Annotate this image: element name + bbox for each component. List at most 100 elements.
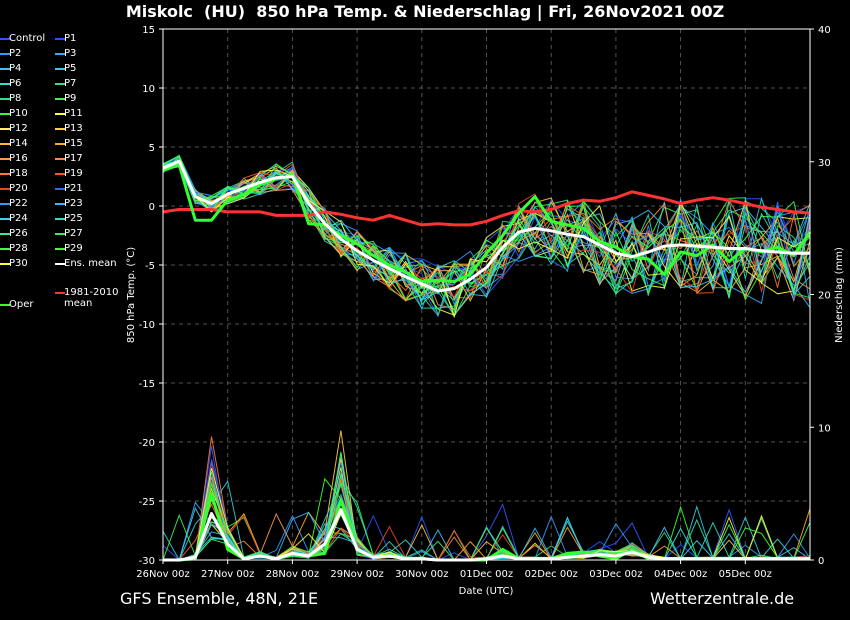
legend-label: P26 xyxy=(9,228,28,239)
temp-series-ens-mean xyxy=(162,159,810,293)
temp-series-1981-2010-mean xyxy=(162,190,811,227)
x-tick-label: 02Dec 00z xyxy=(525,569,578,580)
legend-swatch xyxy=(0,304,10,306)
y2-tick-label: 0 xyxy=(818,556,824,567)
legend-label: P22 xyxy=(9,198,28,209)
member-temp-line xyxy=(162,159,811,319)
legend-swatch xyxy=(55,53,65,55)
member-temp-line xyxy=(162,158,811,302)
x-tick-label: 03Dec 00z xyxy=(589,569,642,580)
legend-swatch xyxy=(0,233,10,235)
precip-series-ens-mean xyxy=(163,508,810,562)
legend-label: P18 xyxy=(9,168,28,179)
x-tick-label: 27Nov 00z xyxy=(201,569,254,580)
temp-series-oper xyxy=(162,163,812,283)
legend-label: P20 xyxy=(9,183,28,194)
x-tick-label: 04Dec 00z xyxy=(654,569,707,580)
legend-label: Control xyxy=(9,33,46,44)
legend-label: P10 xyxy=(9,108,28,119)
x-axis-label: Date (UTC) xyxy=(459,586,514,597)
main-series xyxy=(162,159,812,562)
legend-swatch xyxy=(55,203,65,205)
legend-label: P25 xyxy=(64,213,83,224)
legend-swatch xyxy=(0,248,10,250)
legend-swatch xyxy=(55,263,65,265)
legend-swatch xyxy=(55,248,65,250)
legend-label: P28 xyxy=(9,243,28,254)
legend-swatch xyxy=(55,68,65,70)
legend-swatch xyxy=(55,98,65,100)
x-tick-label: 26Nov 00z xyxy=(136,569,189,580)
legend-label: P11 xyxy=(64,108,83,119)
legend-label: P29 xyxy=(64,243,83,254)
legend-swatch xyxy=(0,68,10,70)
legend-swatch xyxy=(55,128,65,130)
x-tick-label: 01Dec 00z xyxy=(460,569,513,580)
legend-label: P19 xyxy=(64,168,83,179)
legend-swatch xyxy=(0,203,10,205)
legend-label: P1 xyxy=(64,33,77,44)
chart-title: Miskolc (HU) 850 hPa Temp. & Niederschla… xyxy=(125,2,725,21)
legend-label: P27 xyxy=(64,228,83,239)
legend-label: P14 xyxy=(9,138,28,149)
legend-label: P4 xyxy=(9,63,22,74)
legend-label: 1981-2010 mean xyxy=(64,287,119,309)
legend-swatch xyxy=(0,173,10,175)
legend-swatch xyxy=(55,188,65,190)
legend-swatch xyxy=(55,292,65,294)
legend-swatch xyxy=(0,128,10,130)
legend-swatch xyxy=(55,158,65,160)
y2-tick-label: 40 xyxy=(818,25,831,36)
legend-swatch xyxy=(0,113,10,115)
legend-swatch xyxy=(55,173,65,175)
legend-swatch xyxy=(0,158,10,160)
x-tick-label: 28Nov 00z xyxy=(266,569,319,580)
y-tick-label: 15 xyxy=(142,25,155,36)
legend-swatch xyxy=(0,218,10,220)
legend-swatch xyxy=(0,83,10,85)
legend-label: P23 xyxy=(64,198,83,209)
member-temp-line xyxy=(162,154,811,301)
legend-label: P9 xyxy=(64,93,77,104)
y-tick-label: -30 xyxy=(139,556,155,567)
y2-tick-label: 20 xyxy=(818,291,831,302)
member-temp-line xyxy=(162,158,811,317)
legend-label: P30 xyxy=(9,258,28,269)
legend-label: P8 xyxy=(9,93,22,104)
legend-label: P17 xyxy=(64,153,83,164)
axis-ticks: 26Nov 00z 27Nov 00z 28Nov 00z 29Nov 00z 30No… xyxy=(136,25,830,580)
legend-label: P5 xyxy=(64,63,77,74)
y-tick-label: 5 xyxy=(149,143,155,154)
y-tick-label: 10 xyxy=(142,84,155,95)
y2-tick-label: 30 xyxy=(818,158,831,169)
x-tick-label: 29Nov 00z xyxy=(330,569,383,580)
legend-label: P21 xyxy=(64,183,83,194)
legend-label: Oper xyxy=(9,299,34,310)
legend-swatch xyxy=(55,218,65,220)
legend-label: P16 xyxy=(9,153,28,164)
member-precip-line xyxy=(163,467,811,561)
y-tick-label: -5 xyxy=(145,261,155,272)
legend-label: P12 xyxy=(9,123,28,134)
y-axis-label: 850 hPa Temp. (°C) xyxy=(126,247,137,343)
member-temp-line xyxy=(162,155,811,313)
legend-swatch xyxy=(0,188,10,190)
legend-label: P6 xyxy=(9,78,22,89)
legend-label: P15 xyxy=(64,138,83,149)
member-precip-line xyxy=(163,467,811,561)
legend-label: P13 xyxy=(64,123,83,134)
y-tick-label: -15 xyxy=(139,379,155,390)
member-temp-line xyxy=(162,165,811,301)
legend-label: P3 xyxy=(64,48,77,59)
y2-axis-label: Niederschlag (mm) xyxy=(834,247,845,343)
legend-swatch xyxy=(55,38,65,40)
x-tick-label: 05Dec 00z xyxy=(719,569,772,580)
y-tick-label: 0 xyxy=(149,202,155,213)
member-temp-line xyxy=(162,162,811,306)
legend-swatch xyxy=(0,143,10,145)
legend-swatch xyxy=(0,263,10,265)
legend-swatch xyxy=(55,83,65,85)
x-tick-label: 30Nov 00z xyxy=(395,569,448,580)
y-tick-label: -25 xyxy=(139,497,155,508)
